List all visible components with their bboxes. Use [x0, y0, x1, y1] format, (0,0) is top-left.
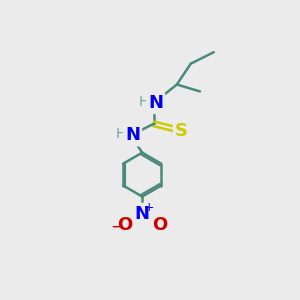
Text: +: + — [144, 201, 154, 214]
Text: O: O — [117, 216, 133, 234]
Text: H: H — [116, 127, 126, 141]
Text: −: − — [110, 218, 124, 236]
Text: N: N — [125, 126, 140, 144]
Text: N: N — [148, 94, 163, 112]
Text: N: N — [135, 205, 150, 223]
Text: S: S — [175, 122, 188, 140]
Text: O: O — [152, 216, 167, 234]
Text: H: H — [139, 95, 149, 109]
